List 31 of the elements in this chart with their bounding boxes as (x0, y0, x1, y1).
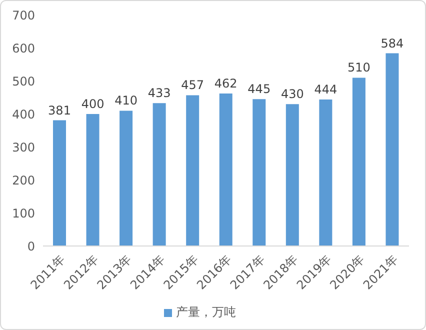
data-label: 510 (348, 60, 370, 75)
bar (86, 114, 100, 246)
data-label: 584 (380, 36, 404, 50)
data-label: 400 (81, 97, 104, 111)
data-label: 433 (148, 86, 171, 100)
bar (120, 110, 133, 246)
bar (386, 53, 399, 246)
y-tick-label: 500 (12, 74, 35, 88)
data-label: 457 (181, 78, 204, 92)
bar (219, 94, 232, 246)
data-label: 430 (280, 87, 304, 102)
y-tick-label: 300 (12, 140, 35, 154)
bar (352, 78, 366, 246)
y-tick-label: 600 (12, 41, 35, 56)
y-tick-label: 200 (12, 173, 35, 188)
y-tick-label: 400 (12, 107, 35, 122)
bar (152, 103, 166, 246)
y-tick-label: 100 (12, 206, 35, 220)
data-label: 410 (114, 94, 138, 108)
legend-label: 产量，万吨 (176, 305, 236, 319)
bar (319, 99, 332, 246)
y-tick-label: 700 (12, 8, 35, 22)
data-label: 445 (248, 82, 271, 96)
bar (286, 104, 299, 246)
y-tick-label: 0 (27, 239, 35, 254)
bar (53, 120, 66, 246)
data-label: 381 (48, 103, 71, 118)
bar (252, 99, 266, 246)
data-label: 462 (214, 76, 238, 91)
data-label: 444 (314, 82, 338, 96)
bar (186, 95, 200, 246)
